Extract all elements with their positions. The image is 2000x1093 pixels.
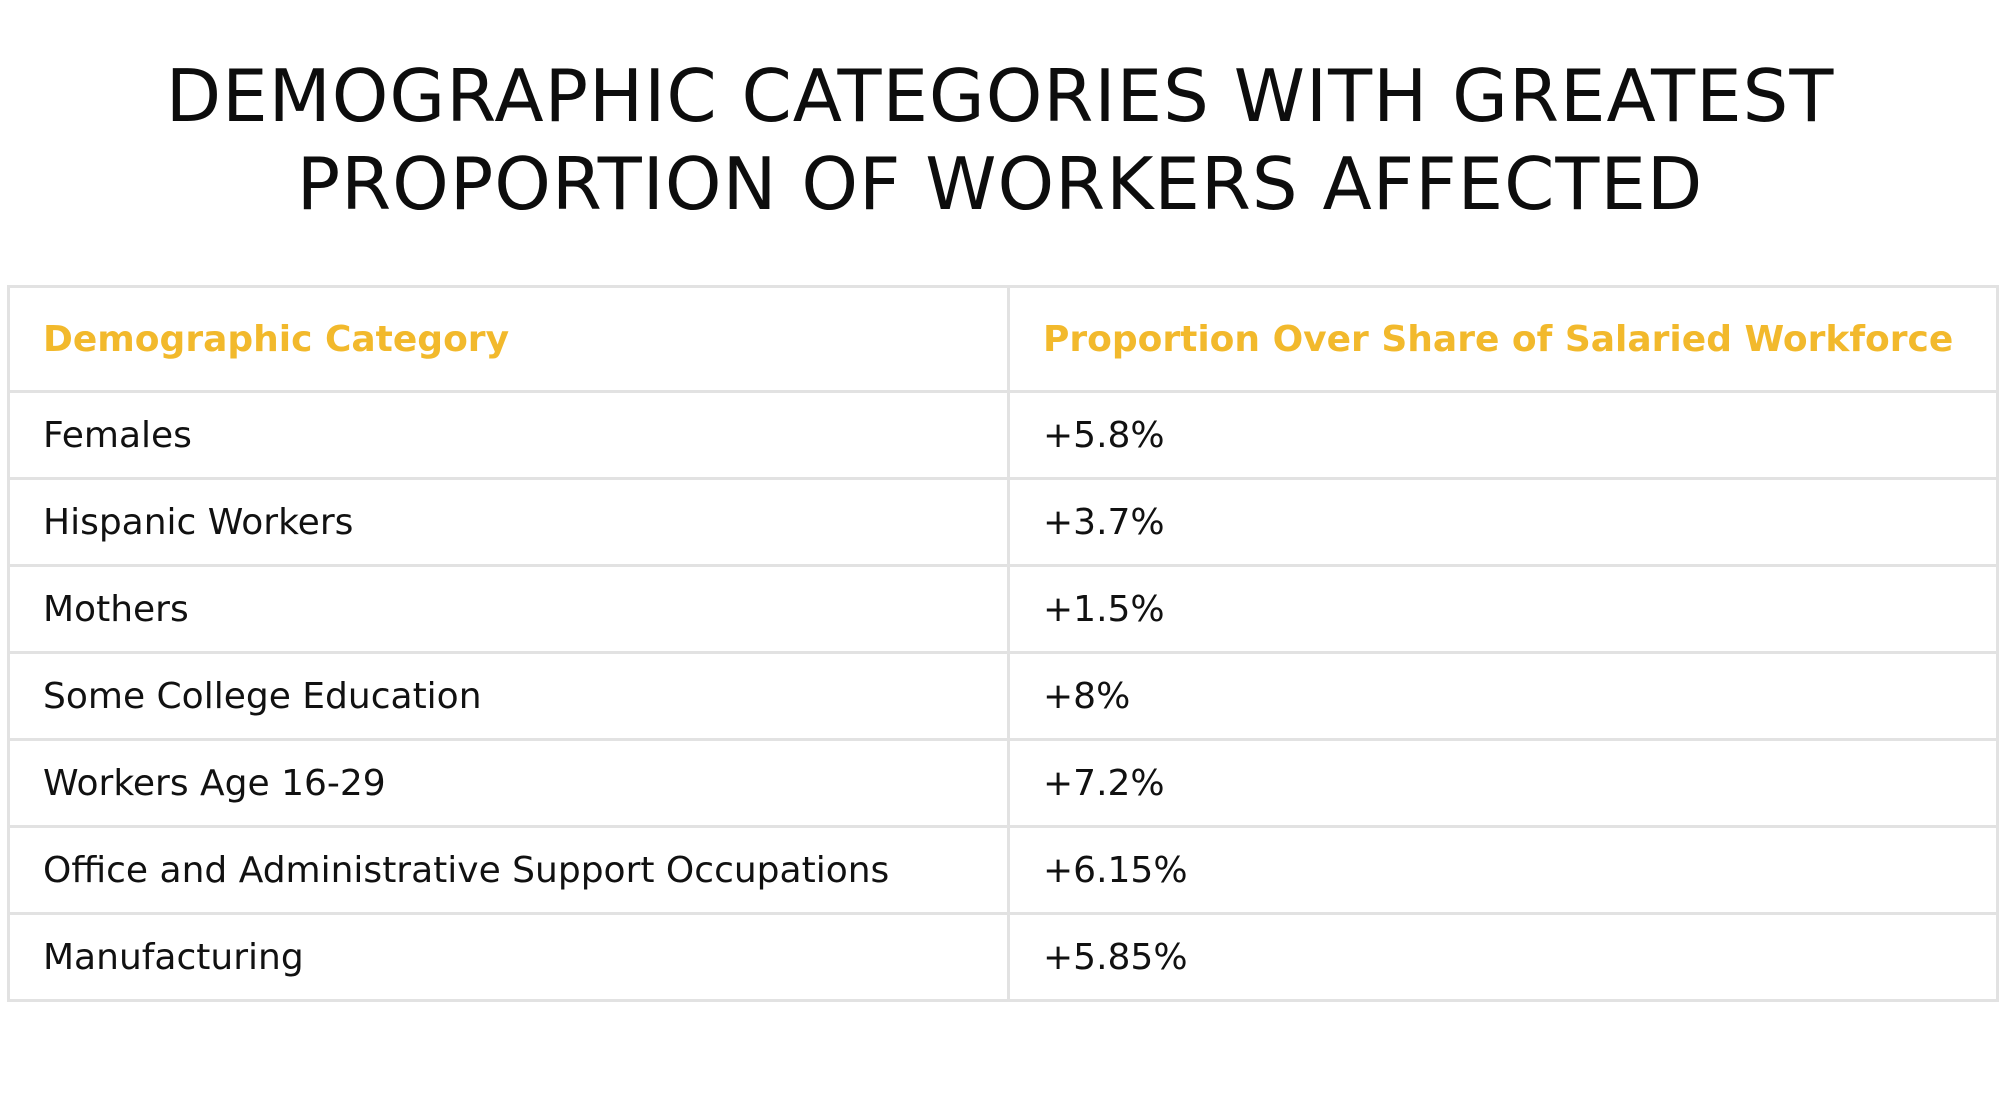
table-row: Hispanic Workers +3.7%	[7, 477, 1999, 567]
page-title: DEMOGRAPHIC CATEGORIES WITH GREATEST PRO…	[0, 52, 2000, 228]
category-cell: Some College Education	[7, 651, 1010, 741]
table-row: Workers Age 16-29 +7.2%	[7, 738, 1999, 828]
proportion-cell: +7.2%	[1007, 738, 1999, 828]
category-cell: Workers Age 16-29	[7, 738, 1010, 828]
table-row: Manufacturing +5.85%	[7, 912, 1999, 1002]
data-table: Demographic Category Proportion Over Sha…	[7, 285, 1999, 1002]
table-body: Females +5.8% Hispanic Workers +3.7% Mot…	[7, 390, 1999, 1002]
category-cell: Mothers	[7, 564, 1010, 654]
proportion-cell: +5.8%	[1007, 390, 1999, 480]
header-row: Demographic Category Proportion Over Sha…	[7, 285, 1999, 393]
table-row: Some College Education +8%	[7, 651, 1999, 741]
title-line-1: DEMOGRAPHIC CATEGORIES WITH GREATEST	[165, 54, 1835, 138]
title-line-2: PROPORTION OF WORKERS AFFECTED	[296, 142, 1704, 226]
category-cell: Hispanic Workers	[7, 477, 1010, 567]
table-row: Office and Administrative Support Occupa…	[7, 825, 1999, 915]
category-cell: Females	[7, 390, 1010, 480]
column-header-proportion: Proportion Over Share of Salaried Workfo…	[1007, 285, 1999, 393]
proportion-cell: +3.7%	[1007, 477, 1999, 567]
proportion-cell: +6.15%	[1007, 825, 1999, 915]
column-header-category: Demographic Category	[7, 285, 1010, 393]
table-header: Demographic Category Proportion Over Sha…	[7, 285, 1999, 393]
category-cell: Manufacturing	[7, 912, 1010, 1002]
table-row: Mothers +1.5%	[7, 564, 1999, 654]
proportion-cell: +5.85%	[1007, 912, 1999, 1002]
table-row: Females +5.8%	[7, 390, 1999, 480]
proportion-cell: +8%	[1007, 651, 1999, 741]
proportion-cell: +1.5%	[1007, 564, 1999, 654]
category-cell: Office and Administrative Support Occupa…	[7, 825, 1010, 915]
